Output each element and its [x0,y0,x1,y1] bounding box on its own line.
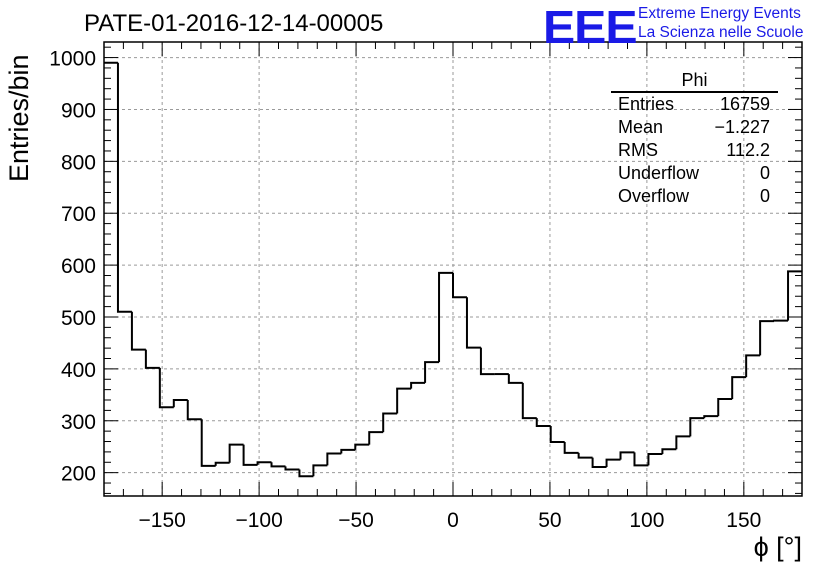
y-tick-label: 600 [61,255,96,278]
histogram-bin [731,376,747,399]
y-axis-label: Entries/bin [4,54,34,182]
histogram-bin [507,374,523,384]
histogram-bin [661,448,677,454]
histogram-bin [382,412,398,433]
histogram-bin [647,452,663,466]
stats-row-rms: RMS 112.2 [610,139,778,162]
eee-logo: EEE [543,1,638,53]
stats-value: 0 [759,163,770,183]
histogram-bin [787,270,802,321]
stats-label: RMS [618,140,658,160]
brand-line-2: La Scienza nelle Scuole [638,24,804,41]
histogram-bin [591,457,607,468]
histogram-bin [521,382,537,420]
histogram-bin [242,444,258,466]
y-tick-label: 800 [61,151,96,174]
histogram-bin [228,443,244,463]
histogram-bin [326,452,342,466]
stats-label: Mean [618,117,664,137]
histogram-bin [745,354,761,378]
y-tick-label: 400 [61,359,96,382]
histogram-bin [312,464,328,477]
x-axis-label: ϕ [°] [753,532,802,562]
x-tick-label: 50 [538,509,561,532]
x-tick-label: −150 [139,509,186,532]
stats-row-underflow: Underflow 0 [610,162,778,185]
histogram-bin [605,458,621,467]
x-tick-label: 100 [629,509,664,532]
histogram-bin [773,319,789,322]
histogram-bin [396,387,412,414]
stats-label: Overflow [618,186,690,206]
histogram-bin [452,272,467,299]
stats-label: Entries [618,94,675,114]
histogram-bin [465,297,481,349]
histogram-bin [270,462,286,468]
stats-value: −1.227 [714,117,770,137]
histogram-bin [130,311,146,351]
brand-text: Extreme Energy Events La Scienza nelle S… [638,4,803,42]
histogram-bin [577,452,593,459]
stats-box-title: Phi [611,70,778,93]
stats-row-entries: Entries 16759 [610,93,778,116]
histogram-bin [689,417,705,437]
histogram-bin [535,418,551,427]
x-tick-label: 150 [726,509,761,532]
histogram-bin [759,320,775,356]
stats-label: Underflow [618,163,700,183]
x-tick-label: −100 [235,509,282,532]
x-tick-label: 0 [447,509,459,532]
histogram-bin [703,415,719,419]
histogram-bin [214,461,230,466]
y-tick-label: 900 [61,99,96,122]
y-tick-label: 300 [61,411,96,434]
histogram-bin [619,451,635,460]
stats-value: 16759 [719,94,770,114]
stats-row-mean: Mean −1.227 [610,116,778,139]
brand-line-1: Extreme Energy Events [638,5,801,22]
histogram-bin [200,419,216,467]
histogram-bin [424,361,440,383]
histogram-bin [340,448,356,454]
histogram-bin [354,443,370,450]
histogram-bin [479,347,495,376]
histogram-bin [158,367,174,409]
y-tick-label: 1000 [49,48,96,71]
histogram-bin [563,442,579,454]
histogram-bin [256,461,272,465]
histogram-bin [284,466,300,471]
stats-value: 112.2 [726,140,770,160]
histogram-bin [438,271,453,363]
histogram-bin [549,425,565,444]
x-tick-label: −50 [338,509,374,532]
histogram-bin [172,399,188,408]
y-tick-label: 200 [61,463,96,486]
histogram-bin [633,452,649,467]
histogram-bin [186,400,202,421]
histogram-bin [298,469,314,478]
histogram-bin [116,62,132,313]
chart-title: PATE-01-2016-12-14-00005 [84,10,384,37]
histogram-bin [144,349,160,369]
stats-row-overflow: Overflow 0 [610,185,778,208]
plot-frame [103,41,803,497]
stats-value: 0 [759,186,770,206]
histogram-bin [717,397,733,417]
y-tick-label: 700 [61,203,96,226]
y-tick-label: 500 [61,307,96,330]
histogram-bin [675,435,691,450]
histogram-bin [368,431,384,445]
stats-box: Phi Entries 16759 Mean −1.227 RMS 112.2 … [610,70,778,208]
histogram-bin [410,381,426,389]
